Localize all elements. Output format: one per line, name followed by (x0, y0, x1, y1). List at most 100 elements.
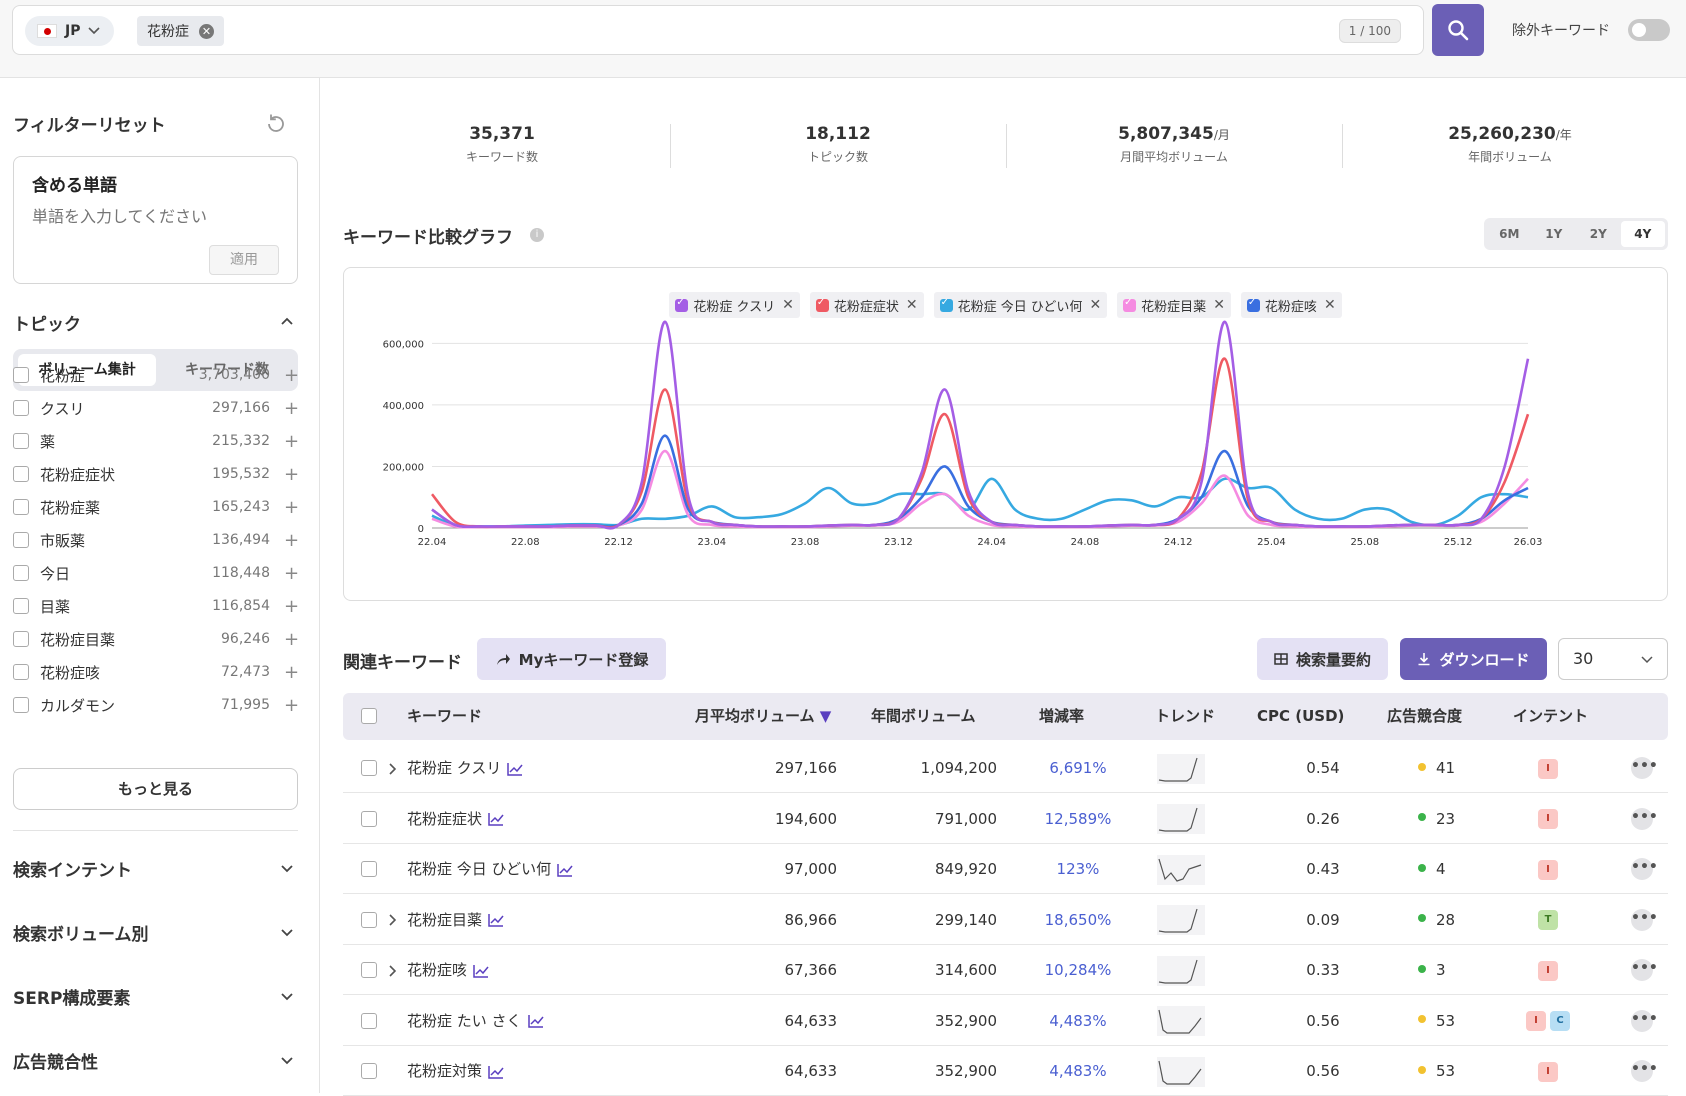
legend-checkbox-icon[interactable] (675, 297, 689, 312)
table-row[interactable]: 花粉症 たい さく 64,633 352,900 4,483% 0.56 53 I C ••• (343, 996, 1668, 1046)
add-topic-icon[interactable]: + (284, 463, 300, 485)
col-cpc[interactable]: CPC (USD) (1257, 707, 1345, 725)
exclude-keyword-toggle[interactable] (1628, 19, 1670, 41)
serp-features-section[interactable]: SERP構成要素 (13, 989, 131, 1009)
topic-item[interactable]: 花粉症薬 165,243 + (13, 495, 299, 519)
more-options-icon[interactable]: ••• (1631, 959, 1658, 981)
col-change-rate[interactable]: 増減率 (1039, 707, 1085, 725)
topic-checkbox[interactable] (13, 532, 29, 548)
more-options-icon[interactable]: ••• (1631, 807, 1658, 830)
col-keyword[interactable]: キーワード (407, 707, 483, 725)
legend-item[interactable]: 花粉症 クスリ ✕ (669, 292, 800, 318)
topic-item[interactable]: カルダモン 71,995 + (13, 693, 300, 717)
add-topic-icon[interactable]: + (284, 397, 300, 419)
search-volume-section[interactable]: 検索ボリューム別 (13, 925, 149, 945)
table-row[interactable]: 花粉症症状 194,600 791,000 12,589% 0.26 23 I ••• (343, 794, 1668, 844)
expand-chevron-icon[interactable] (388, 895, 398, 945)
table-row[interactable]: 花粉症対策 64,633 352,900 4,483% 0.56 53 I ••• (343, 1046, 1668, 1096)
row-checkbox[interactable] (361, 760, 377, 776)
topic-item[interactable]: 今日 118,448 + (13, 561, 300, 585)
range-1y[interactable]: 1Y (1545, 227, 1563, 241)
chevron-down-icon[interactable] (280, 925, 294, 939)
legend-checkbox-icon[interactable] (1123, 297, 1137, 312)
legend-remove-icon[interactable]: ✕ (782, 297, 794, 313)
topic-item[interactable]: 花粉症目薬 96,246 + (13, 627, 300, 651)
chevron-down-icon[interactable] (280, 861, 294, 875)
apply-button[interactable]: 適用 (209, 245, 279, 275)
series-line[interactable] (431, 320, 1530, 530)
keyword-cell[interactable]: 花粉症症状 (407, 794, 504, 844)
legend-item[interactable]: 花粉症 今日 ひどい何 ✕ (933, 292, 1108, 318)
topic-checkbox[interactable] (13, 697, 29, 713)
legend-checkbox-icon[interactable] (939, 297, 953, 312)
chevron-up-icon[interactable] (280, 314, 294, 328)
table-row[interactable]: 花粉症 今日 ひどい何 97,000 849,920 123% 0.43 4 I ••• (343, 844, 1668, 894)
add-topic-icon[interactable]: + (284, 595, 300, 617)
row-checkbox[interactable] (361, 861, 377, 877)
more-options-icon[interactable]: ••• (1631, 757, 1658, 779)
add-topic-icon[interactable]: + (284, 661, 300, 683)
legend-checkbox-icon[interactable] (1246, 297, 1260, 312)
expand-chevron-icon[interactable] (388, 945, 398, 995)
my-keyword-register-button[interactable]: Myキーワード登録 (477, 638, 666, 680)
page-size-select[interactable]: 30 (1558, 638, 1668, 680)
legend-remove-icon[interactable]: ✕ (1089, 297, 1102, 313)
chip-remove-icon[interactable]: ✕ (199, 23, 214, 39)
legend-checkbox-icon[interactable] (815, 297, 829, 312)
keyword-cell[interactable]: 花粉症対策 (407, 1046, 504, 1096)
keyword-cell[interactable]: 花粉症 クスリ (407, 743, 523, 793)
info-icon[interactable]: i (530, 228, 544, 242)
keyword-count-tab[interactable]: キーワード数 (185, 362, 269, 378)
trend-chart-icon[interactable] (488, 913, 504, 927)
more-options-icon[interactable]: ••• (1631, 1060, 1658, 1082)
expand-chevron-icon[interactable] (388, 743, 398, 793)
series-line[interactable] (430, 357, 1530, 529)
range-6m[interactable]: 6M (1499, 227, 1520, 241)
ad-competition-section[interactable]: 広告競合性 (13, 1053, 98, 1073)
add-topic-icon[interactable]: + (284, 628, 300, 650)
topic-checkbox[interactable] (13, 598, 29, 614)
col-annual-volume[interactable]: 年間ボリューム (871, 707, 976, 725)
search-button[interactable] (1432, 4, 1484, 56)
keyword-cell[interactable]: 花粉症 今日 ひどい何 (407, 844, 573, 894)
topic-item[interactable]: 目薬 116,854 + (13, 594, 300, 618)
legend-item[interactable]: 花粉症咳 ✕ (1240, 292, 1342, 318)
volume-summary-button[interactable]: 検索量要約 (1257, 638, 1388, 680)
trend-chart-icon[interactable] (488, 812, 504, 826)
legend-remove-icon[interactable]: ✕ (1323, 297, 1336, 313)
legend-item[interactable]: 花粉症症状 ✕ (809, 292, 924, 318)
legend-remove-icon[interactable]: ✕ (905, 297, 918, 313)
topic-item[interactable]: 薬 215,332 + (13, 429, 300, 453)
col-monthly-volume[interactable]: 月平均ボリューム ▼ (695, 693, 831, 740)
row-checkbox[interactable] (361, 911, 377, 928)
topic-item[interactable]: クスリ 297,166 + (13, 396, 300, 420)
include-words-input[interactable] (32, 207, 282, 226)
add-topic-icon[interactable]: + (284, 364, 300, 386)
search-intent-section[interactable]: 検索インテント (13, 861, 132, 881)
add-topic-icon[interactable]: + (284, 529, 300, 551)
keyword-cell[interactable]: 花粉症 たい さく (407, 996, 544, 1046)
topic-item[interactable]: 花粉症咳 72,473 + (13, 660, 300, 684)
legend-item[interactable]: 花粉症目薬 ✕ (1117, 292, 1231, 318)
topic-checkbox[interactable] (13, 433, 29, 449)
row-checkbox[interactable] (361, 1012, 377, 1029)
volume-tab[interactable]: ボリューム集計 (18, 354, 156, 386)
row-checkbox[interactable] (361, 1063, 377, 1079)
keyword-search-box[interactable]: JP 花粉症 ✕ 1 / 100 (12, 5, 1424, 55)
chevron-down-icon[interactable] (280, 989, 294, 1003)
download-button[interactable]: ダウンロード (1400, 638, 1547, 680)
table-row[interactable]: 花粉症 クスリ 297,166 1,094,200 6,691% 0.54 41 I ••• (343, 743, 1668, 793)
add-topic-icon[interactable]: + (284, 562, 300, 584)
topic-item[interactable]: 市販薬 136,494 + (13, 528, 300, 552)
chevron-down-icon[interactable] (280, 1053, 294, 1067)
more-options-icon[interactable]: ••• (1631, 908, 1658, 931)
series-line[interactable] (431, 477, 1529, 528)
range-2y[interactable]: 2Y (1589, 227, 1607, 241)
add-topic-icon[interactable]: + (284, 694, 300, 716)
add-topic-icon[interactable]: + (284, 430, 300, 452)
trend-chart-icon[interactable] (527, 1014, 544, 1028)
trend-chart-icon[interactable] (507, 762, 523, 776)
select-all-checkbox[interactable] (361, 708, 377, 724)
keyword-cell[interactable]: 花粉症目薬 (407, 895, 504, 945)
range-4y[interactable]: 4Y (1620, 221, 1665, 247)
